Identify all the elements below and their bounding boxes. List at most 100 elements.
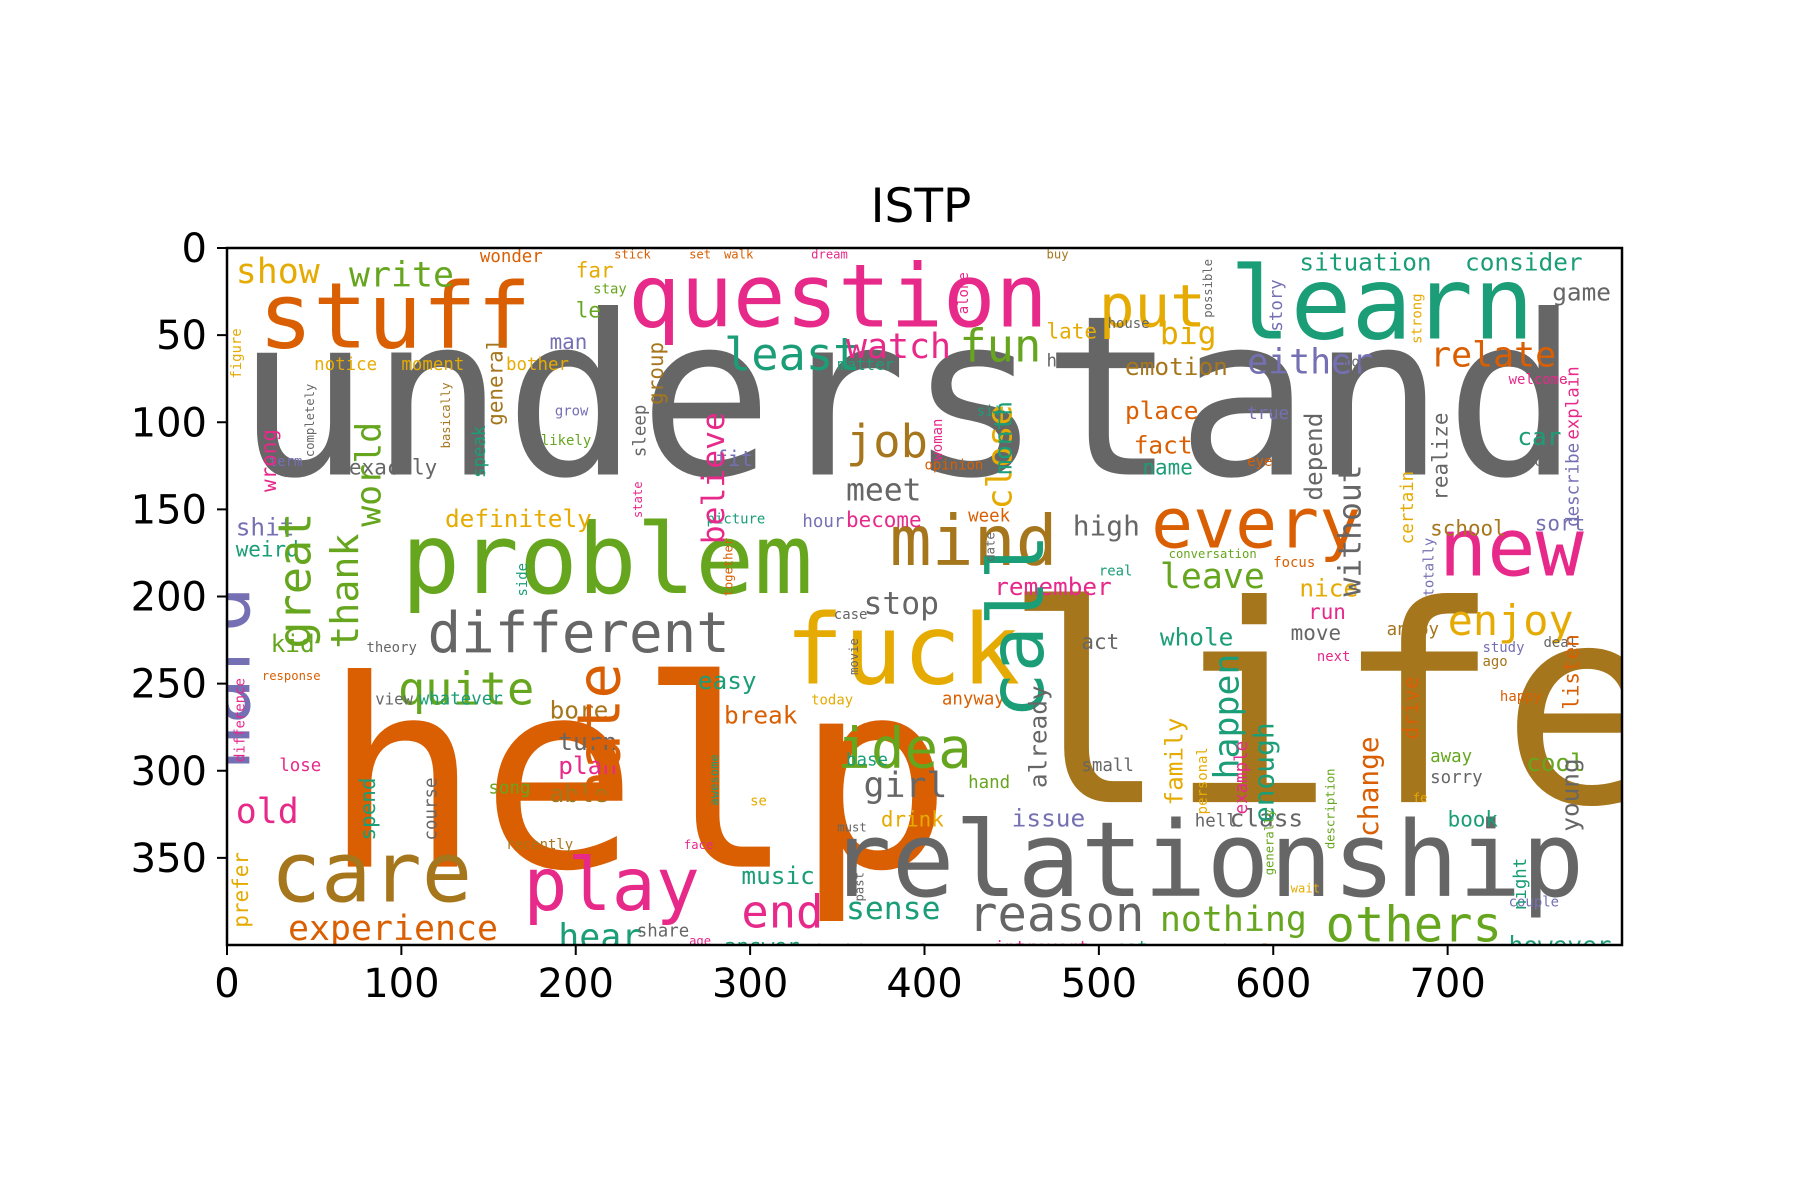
- word-theory: theory: [367, 640, 417, 656]
- word-set: set: [689, 247, 711, 261]
- word-young: young: [1555, 758, 1584, 831]
- word-must: must: [837, 821, 866, 835]
- word-personal: personal: [1195, 747, 1211, 814]
- word-term: term: [269, 454, 303, 470]
- word-likely: likely: [541, 433, 591, 449]
- word-realize: realize: [1429, 413, 1453, 501]
- word-far: far: [576, 259, 614, 283]
- word-song: song: [489, 778, 531, 798]
- word-great: great: [269, 512, 322, 648]
- word-enjoy: enjoy: [1448, 596, 1574, 645]
- word-sense: sense: [846, 891, 940, 927]
- word-quite: quite: [398, 663, 534, 716]
- word-close: close: [981, 404, 1021, 509]
- word-prefer: prefer: [229, 852, 253, 928]
- word-speak: speak: [470, 425, 490, 478]
- word-hand: hand: [968, 773, 1010, 793]
- y-tick-label: 0: [182, 226, 207, 272]
- word-shit: shit: [236, 513, 295, 542]
- word-away: away: [1430, 747, 1472, 767]
- word-move: move: [1291, 621, 1341, 645]
- word-answer: answer: [724, 935, 800, 959]
- word-se: se: [750, 794, 767, 810]
- word-family: family: [1160, 718, 1189, 806]
- word-conversation: conversation: [1169, 547, 1257, 561]
- word-whole: whole: [1160, 622, 1233, 651]
- word-enough: enough: [1247, 722, 1280, 823]
- word-job: job: [846, 415, 928, 468]
- word-base: base: [846, 751, 888, 771]
- word-however: however: [1509, 931, 1612, 960]
- y-tick-label: 50: [156, 313, 207, 359]
- word-class: class: [1230, 804, 1303, 833]
- word-emotional: emotional: [1177, 942, 1271, 962]
- word-plan: plan: [558, 751, 617, 780]
- word-group: group: [644, 342, 668, 405]
- word-le: le: [576, 299, 601, 323]
- word-completely: completely: [303, 384, 317, 457]
- word-high: high: [1073, 510, 1140, 543]
- word-old: old: [236, 792, 299, 832]
- word-every: every: [1151, 484, 1361, 565]
- word-name: name: [1142, 456, 1192, 480]
- x-tick-label: 700: [1409, 961, 1485, 1007]
- word-problem: problem: [401, 503, 813, 617]
- y-tick-label: 200: [131, 575, 207, 621]
- word-true: true: [1247, 404, 1289, 424]
- word-issue: issue: [1012, 804, 1085, 833]
- word-alone: alone: [956, 272, 972, 314]
- x-tick-label: 100: [363, 961, 439, 1007]
- word-whatever: whatever: [419, 690, 503, 710]
- word-play: play: [523, 843, 699, 928]
- word-situation: situation: [1299, 248, 1431, 277]
- word-welcome: welcome: [1509, 372, 1568, 388]
- word-difference: difference: [232, 678, 248, 762]
- word-different: different: [428, 601, 730, 666]
- word-meet: meet: [846, 473, 922, 509]
- y-tick-label: 250: [131, 662, 207, 708]
- word-able: able: [550, 779, 609, 808]
- word-couple: couple: [1509, 895, 1559, 911]
- word-hear: hear: [558, 917, 642, 957]
- word-relate: relate: [1430, 336, 1556, 376]
- word-buy: buy: [1047, 247, 1069, 261]
- word-world: world: [349, 422, 389, 527]
- y-tick-label: 350: [131, 836, 207, 882]
- word-understand: understand: [236, 268, 1580, 528]
- x-tick-label: 200: [538, 961, 614, 1007]
- word-awesome: awesome: [708, 754, 722, 805]
- word-wrong: wrong: [257, 429, 281, 492]
- word-stuff: stuff: [258, 264, 531, 369]
- word-sleep: sleep: [630, 405, 650, 457]
- word-stick: stick: [614, 247, 651, 261]
- word-mom: mom: [1343, 354, 1368, 370]
- word-course: course: [421, 778, 441, 841]
- word-happen: happen: [1207, 654, 1247, 780]
- word-reason: reason: [968, 886, 1144, 943]
- word-focus: focus: [1273, 555, 1315, 571]
- word-write: write: [349, 255, 454, 295]
- word-music: music: [741, 861, 814, 890]
- word-others: others: [1326, 897, 1502, 954]
- word-moment: moment: [401, 355, 464, 375]
- word-big: big: [1160, 316, 1217, 352]
- word-etc: etc: [1517, 454, 1542, 470]
- word-drive: drive: [1399, 676, 1423, 739]
- word-mind: mind: [890, 501, 1058, 582]
- word-thank: thank: [323, 533, 368, 648]
- word-describe: describe: [1563, 443, 1583, 527]
- word-description: description: [1323, 768, 1337, 849]
- word-emotion: emotion: [1125, 352, 1228, 381]
- word-definitely: definitely: [445, 504, 592, 533]
- word-real: real: [1099, 564, 1133, 580]
- word-grow: grow: [555, 403, 589, 419]
- word-today: today: [811, 693, 853, 709]
- word-story: story: [1267, 279, 1287, 331]
- word-show: show: [236, 252, 320, 292]
- word-totally: totally: [1422, 538, 1438, 597]
- word-eat: eat: [1116, 939, 1147, 959]
- word-age: age: [689, 934, 711, 948]
- word-figure: figure: [229, 328, 245, 378]
- word-book: book: [1448, 808, 1499, 832]
- word-fuck: fuck: [785, 594, 1020, 708]
